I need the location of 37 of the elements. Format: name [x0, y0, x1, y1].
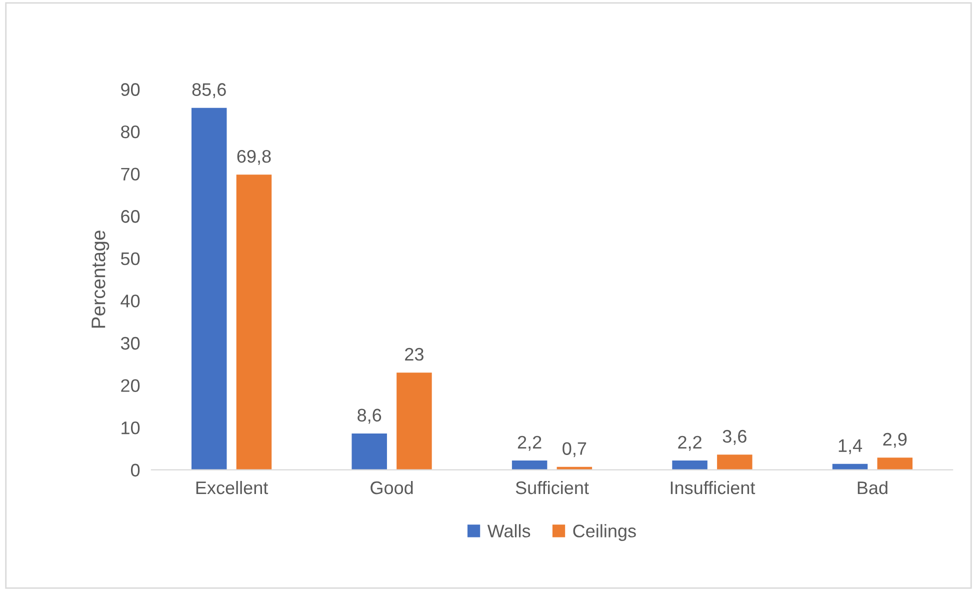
y-tick-label: 40: [120, 294, 140, 308]
data-label: 69,8: [237, 150, 271, 165]
bar: [352, 433, 387, 470]
legend-label: Walls: [487, 524, 530, 538]
data-label: 1,4: [838, 439, 862, 454]
bar: [396, 372, 432, 470]
y-tick-label: 50: [120, 252, 140, 266]
bar: [512, 460, 548, 470]
data-label: 3,6: [722, 430, 746, 445]
y-tick-label: 70: [121, 168, 140, 181]
y-tick-label: 10: [122, 421, 140, 434]
y-tick-label: 60: [121, 210, 140, 223]
bar: [672, 460, 708, 470]
bar: [191, 108, 227, 470]
bar: [236, 174, 272, 470]
data-label: 23: [405, 348, 424, 361]
data-label: 2,2: [678, 436, 702, 451]
x-tick-label: Insufficient: [670, 480, 756, 494]
bar: [717, 454, 752, 470]
y-tick-label: 80: [121, 125, 140, 138]
y-tick-label: 20: [121, 379, 140, 392]
data-label: 2,2: [518, 436, 542, 451]
data-label: 8,6: [358, 408, 382, 424]
bar: [877, 458, 913, 470]
legend-label: Ceilings: [573, 524, 636, 541]
y-tick-label: 30: [120, 336, 140, 350]
x-tick-label: Sufficient: [516, 480, 589, 494]
x-tick-label: Good: [370, 480, 413, 494]
y-axis-title: Percentage: [92, 230, 110, 328]
y-tick-label: 90: [121, 83, 140, 96]
x-tick-label: Excellent: [196, 480, 268, 494]
bar: [832, 464, 868, 470]
data-label: 0,7: [562, 442, 586, 458]
y-tick-label: 0: [130, 464, 140, 477]
x-tick-label: Bad: [858, 480, 888, 494]
data-label: 85,6: [192, 83, 226, 98]
data-label: 2,9: [883, 432, 907, 448]
